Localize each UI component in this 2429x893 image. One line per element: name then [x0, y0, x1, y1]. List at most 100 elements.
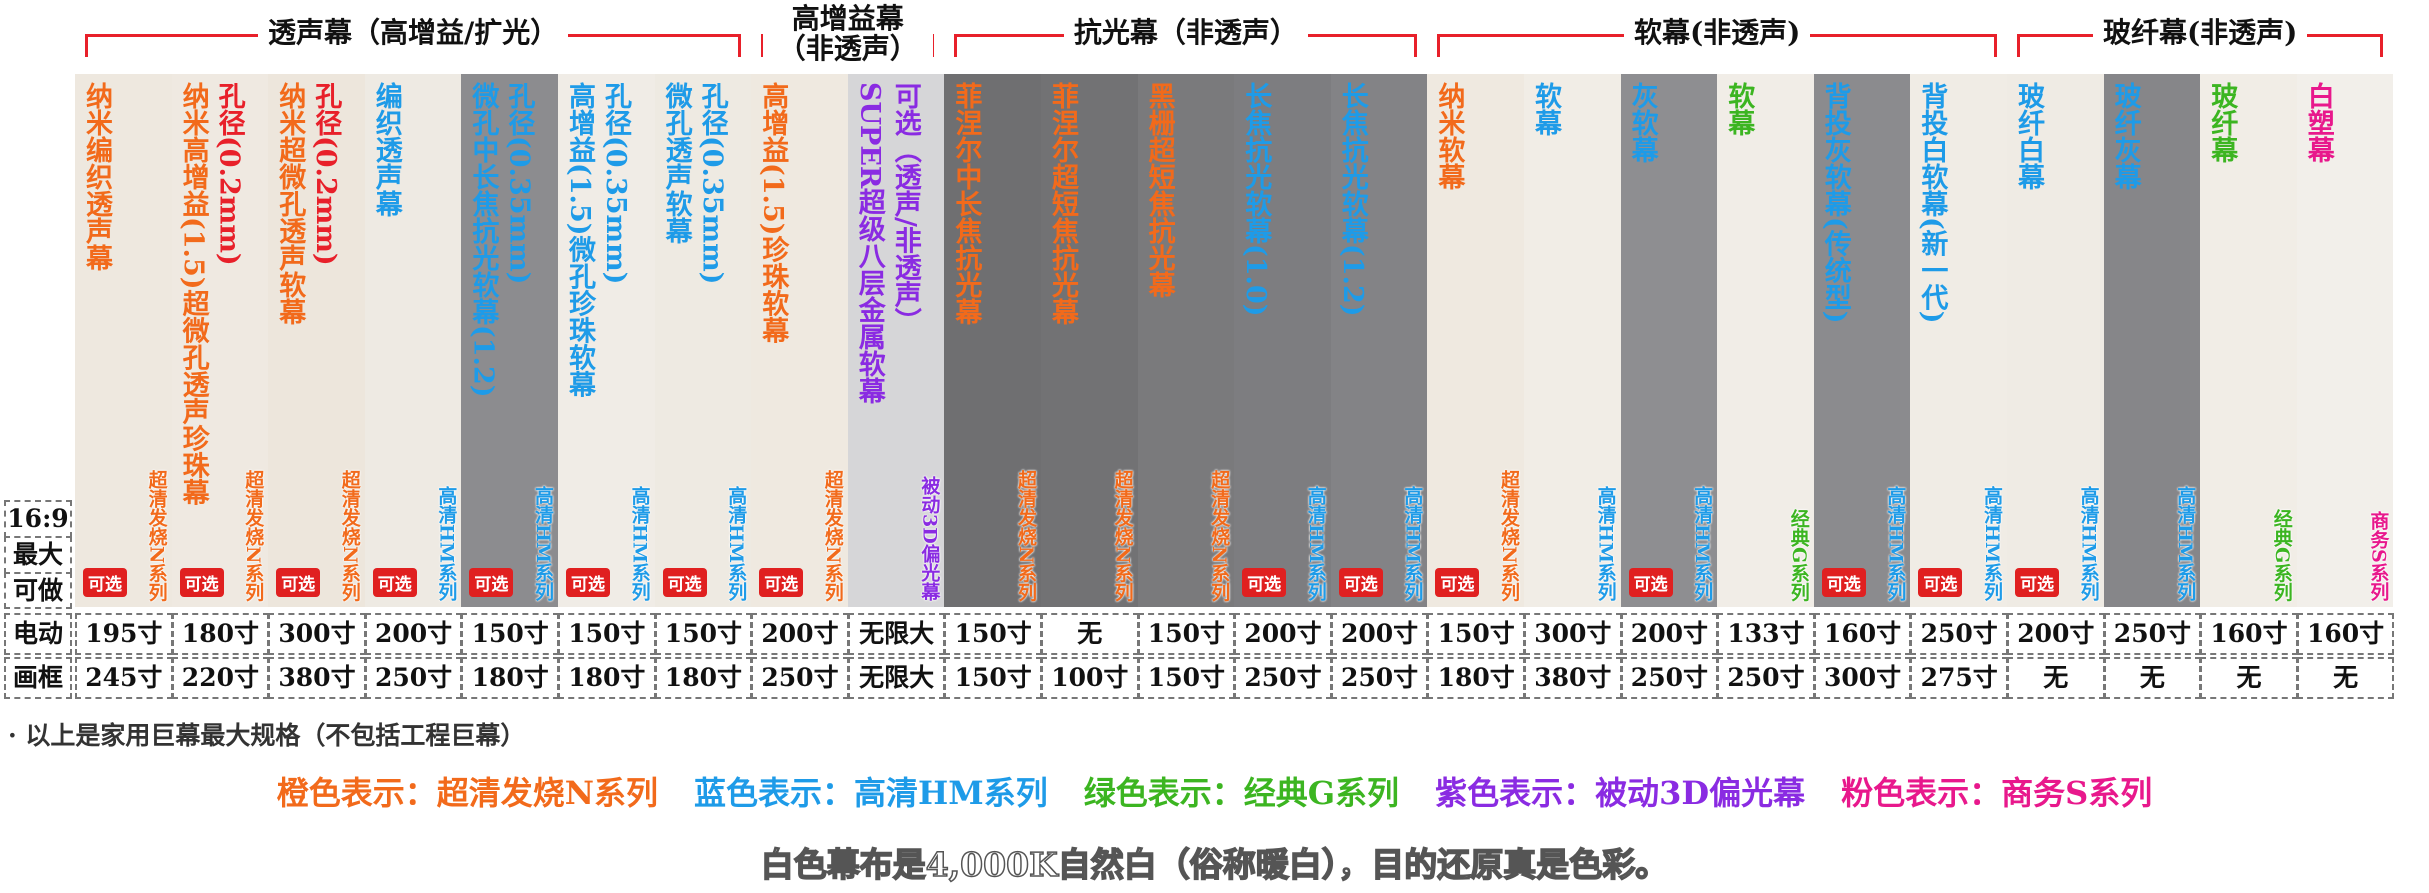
series-label: 高清HM系列 [2174, 486, 2197, 601]
group-title-wrap: 透声幕（高增益/扩光） [85, 16, 741, 50]
optional-badge: 可选 [1821, 568, 1866, 597]
motorized-size: 150寸 [1137, 613, 1236, 655]
series-label: 高清HM系列 [1304, 486, 1327, 601]
frame-size: 100寸 [1041, 657, 1139, 699]
series-label: 高清HM系列 [531, 486, 554, 601]
frame-size: 250寸 [1330, 657, 1429, 699]
optional-badge: 可选 [1435, 568, 1480, 597]
frame-size: 250寸 [1234, 657, 1332, 699]
screen-note: 孔径(0.2mm) [310, 82, 342, 266]
screen-name: 编织透声幕 [370, 82, 402, 217]
motorized-size: 无限大 [847, 613, 946, 655]
legend: 橙色表示：超清发烧N系列 蓝色表示：高清HM系列 绿色表示：经典G系列 紫色表示：被动… [0, 768, 2429, 814]
screen-swatch: 高增益(1.5)珍珠软幕 超清发烧N系列 可选 [751, 74, 848, 607]
frame-size: 无 [2103, 657, 2202, 699]
screen-swatch: 灰软幕 高清HM系列 可选 [1620, 74, 1718, 607]
series-label: 超清发烧N系列 [821, 469, 844, 601]
screen-name: 软幕 [1530, 82, 1561, 136]
screen-name: 高增益(1.5)珍珠软幕 [757, 82, 789, 344]
frame-size: 250寸 [751, 657, 849, 699]
series-label: 高清HM系列 [435, 486, 458, 601]
group-title-wrap: 软幕(非透声) [1437, 16, 1997, 50]
screen-name: 长焦抗光软幕(1.2) [1336, 82, 1368, 317]
screen-name: 黑栅超短焦抗光幕 [1143, 82, 1175, 298]
motorized-size: 200寸 [1330, 613, 1429, 655]
screen-note: 孔径(0.35mm) [600, 82, 631, 285]
row-label: 最大 [4, 536, 72, 574]
optional-badge: 可选 [662, 568, 707, 597]
row-label: 可做 [4, 572, 72, 609]
series-label: 超清发烧N系列 [1014, 469, 1037, 601]
screen-swatch: 黑栅超短焦抗光幕 超清发烧N系列 [1137, 74, 1235, 607]
motorized-size: 200寸 [751, 613, 849, 655]
screen-note: 孔径(0.35mm) [503, 82, 535, 285]
screen-name: 灰软幕 [1626, 82, 1658, 163]
frame-size: 220寸 [171, 657, 270, 699]
row-label: 画框 [4, 657, 72, 699]
motorized-size: 250寸 [1910, 613, 2008, 655]
screen-name: 微孔透声软幕 [660, 82, 692, 244]
series-label: 经典G系列 [2270, 508, 2293, 601]
series-label: 被动3D偏光幕 [918, 476, 941, 601]
series-label: 高清HM系列 [1401, 486, 1424, 601]
optional-badge: 可选 [276, 568, 321, 597]
frame-size: 无 [2296, 657, 2395, 699]
screen-swatch: 微孔透声软幕 孔径(0.35mm) 高清HM系列 可选 [654, 74, 752, 607]
optional-badge: 可选 [2015, 568, 2059, 597]
screen-name: 纳米超微孔透声软幕 [274, 82, 306, 325]
frame-size: 250寸 [1717, 657, 1815, 699]
optional-badge: 可选 [566, 568, 610, 597]
frame-size: 180寸 [654, 657, 753, 699]
motorized-size: 200寸 [1620, 613, 1719, 655]
group-title-wrap: 高增益幕（非透声） [761, 4, 934, 66]
screen-swatch: 高增益(1.5)微孔珍珠软幕 孔径(0.35mm) 高清HM系列 可选 [558, 74, 655, 607]
screen-swatch: 长焦抗光软幕(1.2) 高清HM系列 可选 [1330, 74, 1428, 607]
optional-badge: 可选 [1628, 568, 1673, 597]
screen-swatch: SUPER超级八层金属软幕 可选（透声/非透声） 被动3D偏光幕 [847, 74, 945, 607]
screen-swatch: 编织透声幕 高清HM系列 可选 [364, 74, 462, 607]
screen-swatch: 背投白软幕(新一代) 高清HM系列 可选 [1910, 74, 2007, 607]
screen-swatch: 软幕 高清HM系列 [1524, 74, 1621, 607]
screen-swatch: 菲涅尔超短焦抗光幕 超清发烧N系列 [1041, 74, 1138, 607]
motorized-size: 150寸 [461, 613, 559, 655]
group-title: 软幕(非透声) [1623, 16, 1811, 49]
screen-swatch: 菲涅尔中长焦抗光幕 超清发烧N系列 [944, 74, 1041, 607]
legend-item: 蓝色表示：高清HM系列 [694, 774, 1048, 812]
motorized-size: 150寸 [654, 613, 753, 655]
motorized-size: 200寸 [364, 613, 463, 655]
screen-swatch: 玻纤幕 经典G系列 [2200, 74, 2297, 607]
motorized-size: 300寸 [268, 613, 366, 655]
screen-name: SUPER超级八层金属软幕 [853, 82, 885, 405]
frame-size: 150寸 [944, 657, 1042, 699]
frame-size: 380寸 [1524, 657, 1622, 699]
screen-name: 玻纤白幕 [2013, 82, 2044, 190]
screen-swatch: 微孔中长焦抗光软幕(1.2) 孔径(0.35mm) 高清HM系列 可选 [461, 74, 558, 607]
motorized-size: 150寸 [558, 613, 656, 655]
frame-size: 380寸 [268, 657, 366, 699]
screen-name: 菲涅尔超短焦抗光幕 [1047, 82, 1078, 325]
screen-swatch: 纳米高增益(1.5)超微孔透声珍珠幕 孔径(0.2mm) 超清发烧N系列 可选 [171, 74, 269, 607]
frame-size: 180寸 [1427, 657, 1525, 699]
screen-note: 孔径(0.2mm) [213, 82, 245, 266]
legend-item: 紫色表示：被动3D偏光幕 [1435, 774, 1806, 812]
screen-name: 高增益(1.5)微孔珍珠软幕 [564, 82, 595, 398]
screen-swatch: 纳米软幕 超清发烧N系列 可选 [1427, 74, 1524, 607]
group-header: 高增益幕（非透声） [761, 4, 935, 68]
screen-name: 软幕 [1723, 82, 1755, 136]
screen-name: 纳米高增益(1.5)超微孔透声珍珠幕 [177, 82, 209, 506]
series-label: 商务S系列 [2367, 511, 2390, 601]
series-label: 超清发烧N系列 [338, 469, 361, 601]
group-title: 玻纤幕(非透声) [2092, 16, 2308, 49]
series-label: 高清HM系列 [2077, 486, 2100, 601]
frame-size: 275寸 [1910, 657, 2008, 699]
screen-name: 纳米编织透声幕 [81, 82, 112, 271]
screen-swatch: 纳米超微孔透声软幕 孔径(0.2mm) 超清发烧N系列 可选 [268, 74, 365, 607]
frame-size: 180寸 [558, 657, 656, 699]
frame-size: 245寸 [75, 657, 173, 699]
screen-swatch: 玻纤灰幕高清HM系列 [2103, 74, 2201, 607]
series-label: 经典G系列 [1787, 508, 1810, 601]
footnote: · 以上是家用巨幕最大规格（不包括工程巨幕） [8, 721, 526, 750]
screen-name: 玻纤灰幕 [2109, 82, 2141, 190]
frame-size: 无限大 [847, 657, 946, 699]
series-label: 高清HM系列 [1884, 486, 1907, 601]
